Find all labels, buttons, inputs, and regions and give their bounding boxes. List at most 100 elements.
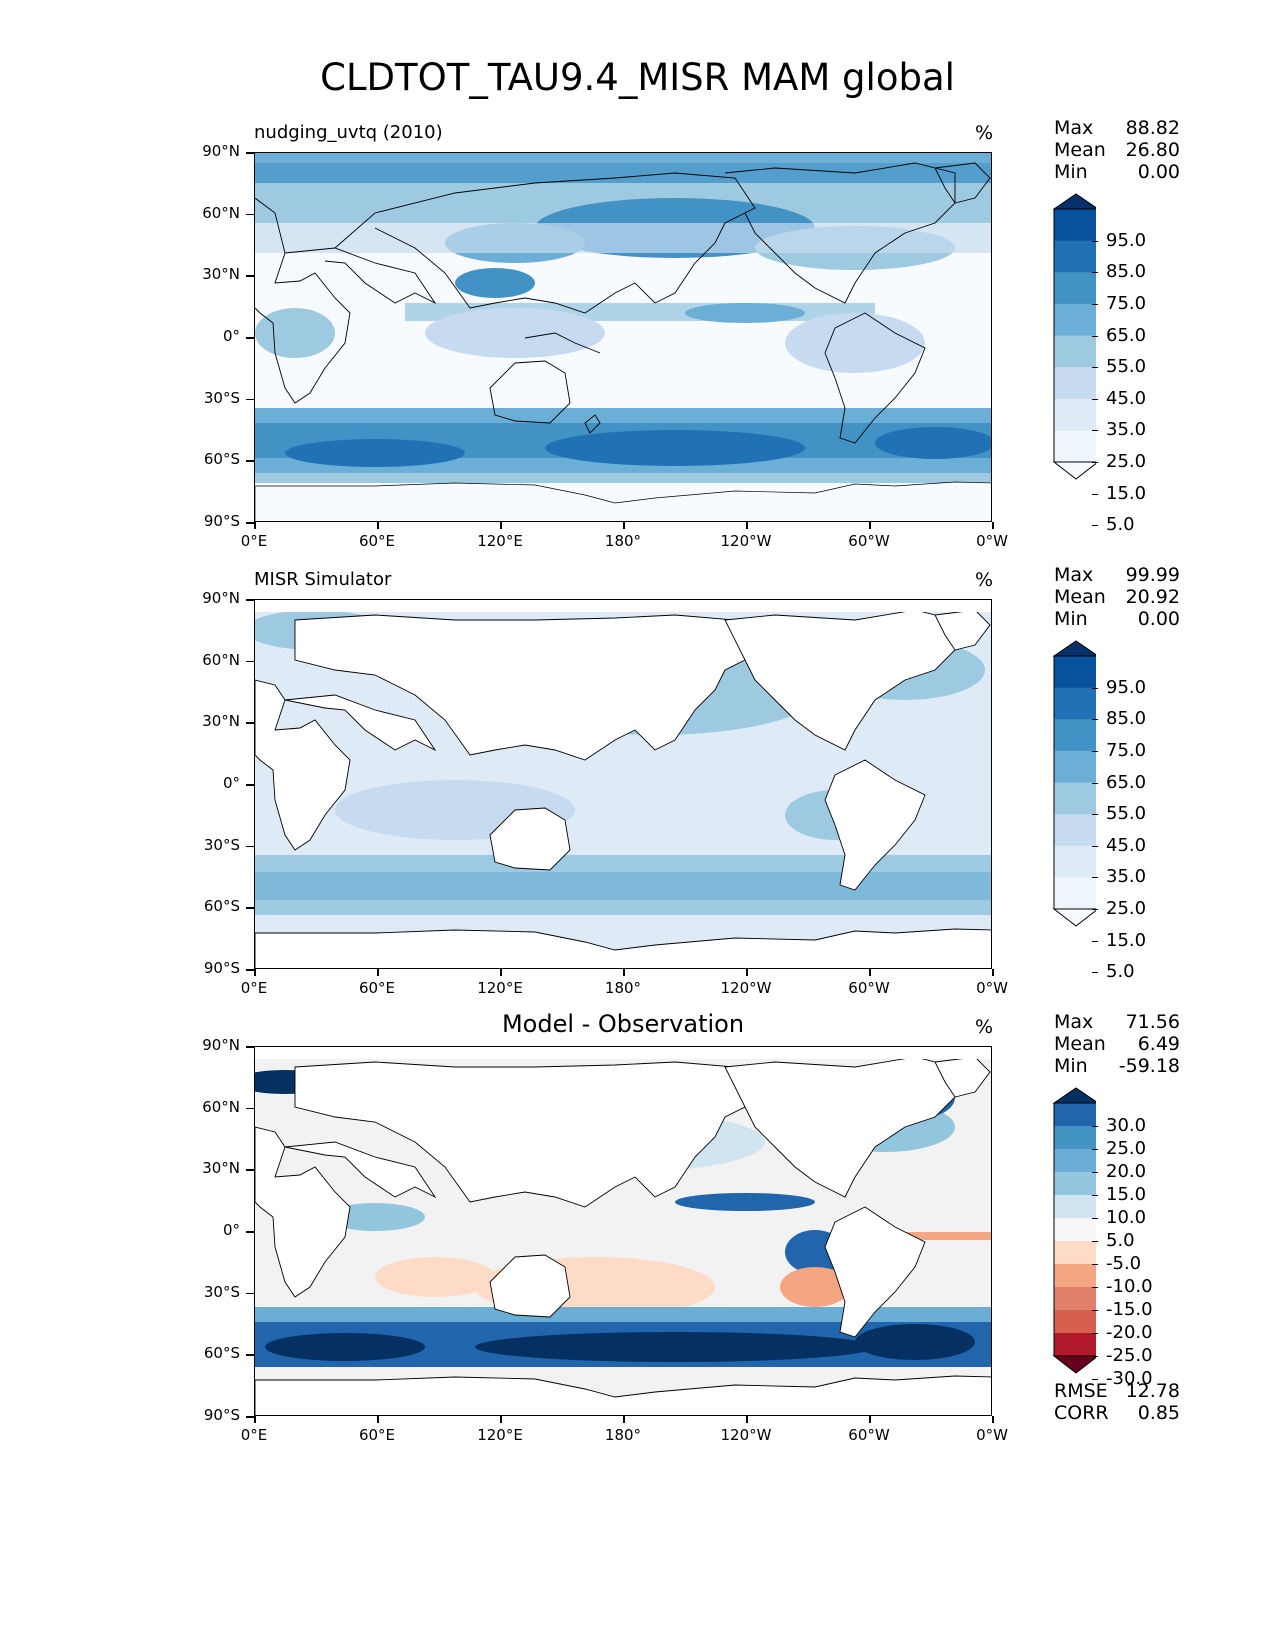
y-tick-label: 30°S: [203, 388, 240, 407]
colorbar-tick-label: 75.0: [1106, 292, 1147, 314]
stat-value: 0.00: [1137, 161, 1180, 183]
colorbar-tick-mark: [1092, 493, 1098, 495]
y-tick-mark: [246, 845, 254, 848]
colorbar-segment: [1054, 367, 1096, 400]
y-tick-label: 30°S: [203, 1282, 240, 1301]
y-tick-mark: [246, 1292, 254, 1295]
x-tick-mark: [992, 1416, 994, 1423]
colorbar-tick-mark: [1092, 1149, 1098, 1150]
colorbar-tick-label: 10.0: [1106, 1207, 1147, 1228]
x-tick-mark: [869, 522, 871, 529]
colorbar-tick-mark: [1092, 430, 1098, 432]
colorbar-tick-mark: [1092, 1379, 1098, 1380]
y-tick-label: 30°N: [202, 712, 240, 731]
colorbar-tick-label: 85.0: [1106, 261, 1147, 283]
y-tick-label: 90°N: [202, 589, 240, 607]
colorbar-tick-label: 5.0: [1106, 1230, 1135, 1251]
colorbar-segment: [1054, 209, 1096, 242]
colorbar-tick-mark: [1092, 303, 1098, 305]
stat-value: 26.80: [1125, 139, 1180, 161]
colorbar-tick-label: -25.0: [1106, 1345, 1153, 1366]
colorbar-tick-label: 5.0: [1106, 514, 1135, 536]
colorbar-tick-mark: [1092, 1195, 1098, 1196]
stat-value: 6.49: [1137, 1033, 1180, 1055]
colorbar-tick-mark: [1092, 398, 1098, 400]
colorbar-tick-mark: [1092, 335, 1098, 337]
colorbar-segment: [1054, 430, 1096, 463]
x-tick-label: 60°W: [848, 532, 890, 550]
colorbar-tick-label: -30.0: [1106, 1368, 1153, 1389]
x-tick-label: 120°W: [720, 1426, 772, 1444]
y-tick-label: 60°S: [203, 897, 240, 916]
panel-observation: MISR Simulator % 90°N 60°: [0, 447, 1275, 997]
colorbar-tick-label: 15.0: [1106, 482, 1147, 504]
colorbar-tick-mark: [1092, 687, 1098, 689]
colorbar: [1052, 1087, 1096, 1374]
stat-row: CORR 0.85: [1054, 1402, 1180, 1424]
colorbar-tick-mark: [1092, 1310, 1098, 1311]
x-tick-label: 0°E: [240, 979, 268, 997]
colorbar-tick-mark: [1092, 1172, 1098, 1173]
x-tick-mark: [623, 969, 625, 976]
colorbar-tick-mark: [1092, 1241, 1098, 1242]
colorbar-tick-mark: [1092, 1287, 1098, 1288]
colorbar-segment: [1054, 814, 1096, 847]
colorbar-tick-mark: [1092, 1218, 1098, 1219]
colorbar-tick-label: 25.0: [1106, 898, 1147, 919]
colorbar-tick-mark: [1092, 525, 1098, 527]
colorbar-tick-label: 35.0: [1106, 866, 1147, 888]
x-tick-mark: [869, 969, 871, 976]
stat-value: 0.85: [1137, 1402, 1180, 1424]
colorbar: [1052, 193, 1096, 480]
y-tick-label: 90°N: [202, 1036, 240, 1054]
colorbar-segment: [1054, 750, 1096, 783]
y-tick-label: 0°: [222, 327, 240, 345]
stat-value: 99.99: [1125, 564, 1180, 586]
unit-label: %: [975, 122, 994, 144]
colorbar-tick-label: 45.0: [1106, 387, 1147, 409]
colorbar-segment: [1054, 1310, 1096, 1334]
x-tick-label: 0°E: [240, 1426, 268, 1444]
error-stats-block: RMSE 12.78 CORR 0.85: [1054, 1380, 1180, 1424]
stat-row: Min 0.00: [1054, 161, 1180, 183]
colorbar-tick-mark: [1092, 272, 1098, 274]
colorbar-tick-label: 65.0: [1106, 771, 1147, 793]
x-tick-mark: [500, 1416, 502, 1423]
stat-row: Mean 26.80: [1054, 139, 1180, 161]
colorbar-segment: [1054, 240, 1096, 273]
colorbar-segment: [1054, 782, 1096, 815]
stats-block: Max 88.82 Mean 26.80 Min 0.00: [1054, 117, 1180, 183]
y-tick-label: 90°S: [203, 1406, 240, 1424]
colorbar-tick-mark: [1092, 940, 1098, 942]
colorbar-tick-mark: [1092, 1333, 1098, 1334]
colorbar-tick-mark: [1092, 462, 1098, 463]
y-tick-label: 60°S: [203, 450, 240, 469]
x-tick-label: 60°E: [358, 532, 396, 550]
y-tick-mark: [246, 1169, 254, 1171]
stat-label: Max: [1054, 117, 1094, 139]
colorbar-segment: [1054, 1172, 1096, 1196]
x-tick-mark: [254, 1416, 256, 1423]
colorbar-tick-label: 30.0: [1106, 1115, 1147, 1136]
x-tick-label: 60°E: [358, 979, 396, 997]
colorbar-segment: [1054, 1195, 1096, 1219]
colorbar-segment: [1054, 656, 1096, 689]
map-plot-area: [254, 1046, 992, 1416]
colorbar-extend-max: [1052, 1087, 1096, 1104]
y-tick-mark: [246, 337, 254, 339]
y-tick-label: 90°N: [202, 142, 240, 160]
colorbar-tick-mark: [1092, 909, 1098, 910]
colorbar-tick-mark: [1092, 1356, 1098, 1357]
colorbar-segment: [1054, 303, 1096, 336]
stats-block: Max 71.56 Mean 6.49 Min -59.18: [1054, 1011, 1180, 1077]
colorbar-extend-max: [1052, 193, 1096, 210]
colorbar-tick-label: -5.0: [1106, 1253, 1142, 1274]
x-tick-mark: [254, 522, 256, 529]
y-tick-mark: [246, 1107, 254, 1110]
y-tick-label: 90°S: [203, 959, 240, 977]
colorbar-tick-mark: [1092, 1264, 1098, 1265]
y-tick-label: 90°S: [203, 512, 240, 530]
x-tick-label: 60°E: [358, 1426, 396, 1444]
y-tick-label: 60°N: [202, 203, 240, 222]
colorbar-tick-label: 25.0: [1106, 451, 1147, 472]
